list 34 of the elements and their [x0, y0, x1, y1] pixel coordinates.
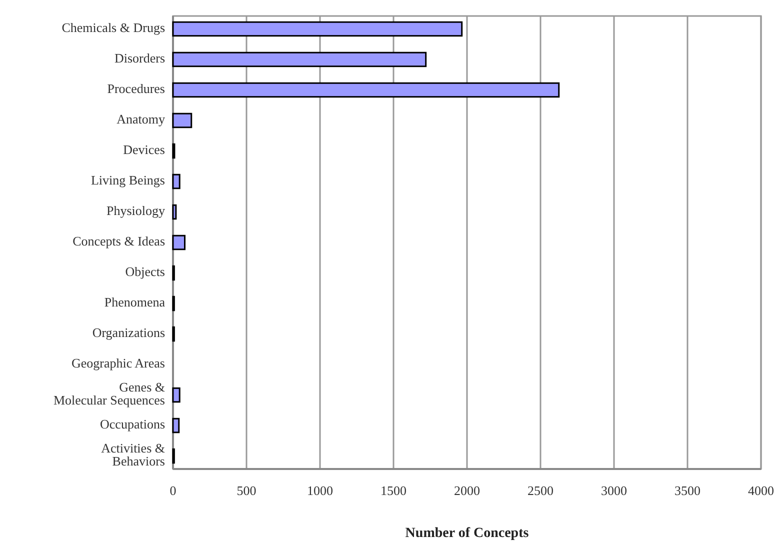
y-tick-label: Phenomena — [104, 294, 166, 310]
y-tick-label: Physiology — [106, 202, 166, 218]
bar — [172, 52, 427, 68]
x-tick-label: 0 — [170, 483, 176, 498]
bar — [172, 174, 180, 190]
y-tick-label: Organizations — [92, 325, 165, 340]
y-tick-label: Geographic Areas — [72, 356, 165, 371]
x-tick-label: 3500 — [674, 483, 700, 498]
y-tick-label: Objects — [125, 264, 165, 279]
x-tick-label: 3000 — [601, 483, 627, 498]
y-tick-label: Genes & Molecular Sequences — [53, 380, 165, 408]
bar — [172, 112, 192, 128]
y-tick-label: Disorders — [114, 50, 165, 66]
bar — [172, 21, 463, 37]
x-tick-label: 1000 — [307, 483, 333, 498]
x-tick-label: 2000 — [454, 483, 480, 498]
x-axis-title: Number of Concepts — [405, 526, 530, 541]
bar — [172, 387, 180, 403]
y-tick-label: Living Beings — [90, 172, 165, 188]
bar — [172, 82, 560, 98]
y-tick-label: Occupations — [100, 416, 165, 432]
x-tick-label: 2500 — [528, 483, 554, 498]
y-tick-label: Procedures — [107, 80, 165, 96]
x-tick-label: 500 — [236, 483, 256, 498]
x-tick-label: 4000 — [748, 483, 774, 498]
bar — [172, 234, 186, 250]
bar — [172, 418, 180, 434]
y-tick-label: Devices — [123, 142, 165, 157]
y-tick-label: Activities & Behaviors — [101, 440, 165, 469]
x-tick-label: 1500 — [380, 483, 406, 498]
y-tick-label: Chemicals & Drugs — [62, 20, 165, 35]
y-tick-label: Anatomy — [116, 111, 166, 126]
y-tick-label: Concepts & Ideas — [72, 233, 165, 248]
bar — [172, 204, 177, 220]
